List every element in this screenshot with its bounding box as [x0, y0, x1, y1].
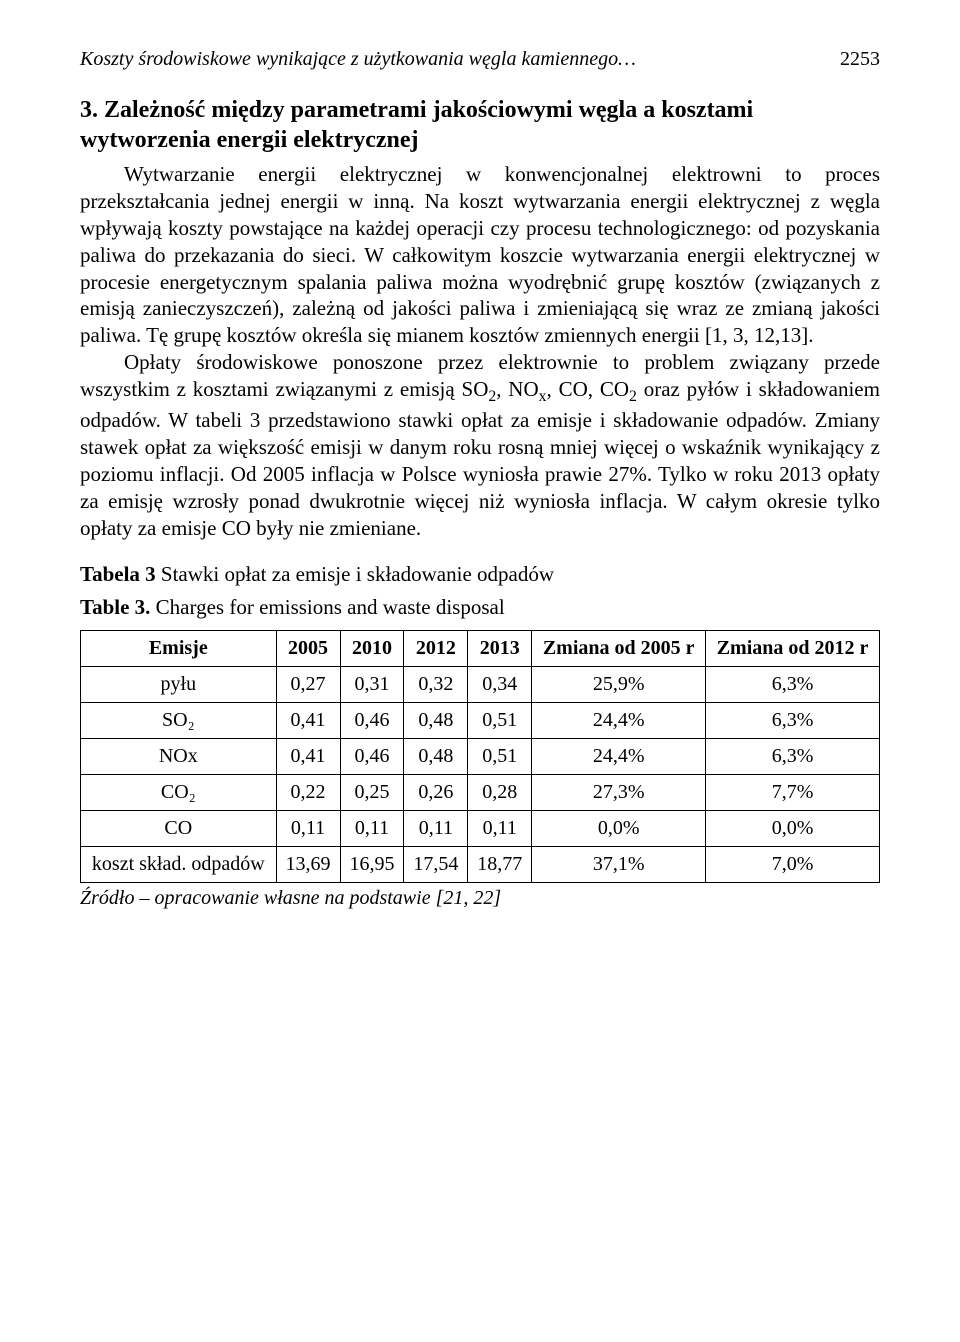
- col-zmiana-2012: Zmiana od 2012 r: [706, 630, 880, 666]
- cell: 13,69: [276, 846, 340, 882]
- col-2005: 2005: [276, 630, 340, 666]
- cell: 0,11: [404, 810, 468, 846]
- col-emisje: Emisje: [81, 630, 277, 666]
- col-2010: 2010: [340, 630, 404, 666]
- col-zmiana-2005: Zmiana od 2005 r: [532, 630, 706, 666]
- table-row: NOx 0,41 0,46 0,48 0,51 24,4% 6,3%: [81, 738, 880, 774]
- cell: 0,31: [340, 666, 404, 702]
- paragraph-1: Wytwarzanie energii elektrycznej w konwe…: [80, 161, 880, 349]
- row-label: CO₂: [81, 774, 277, 810]
- cell: 0,22: [276, 774, 340, 810]
- section-heading: 3. Zależność między parametrami jakościo…: [80, 95, 880, 155]
- cell: 6,3%: [706, 666, 880, 702]
- subscript-2b: 2: [629, 388, 637, 405]
- page-number: 2253: [840, 48, 880, 71]
- table-header-row: Emisje 2005 2010 2012 2013 Zmiana od 200…: [81, 630, 880, 666]
- table-caption-en-rest: Charges for emissions and waste disposal: [150, 595, 504, 619]
- cell: 0,0%: [706, 810, 880, 846]
- subscript-x: x: [539, 388, 547, 405]
- cell: 0,51: [468, 738, 532, 774]
- row-label: CO: [81, 810, 277, 846]
- cell: 0,48: [404, 738, 468, 774]
- p2-part-c: , CO, CO: [547, 377, 630, 401]
- cell: 27,3%: [532, 774, 706, 810]
- col-2013: 2013: [468, 630, 532, 666]
- cell: 7,7%: [706, 774, 880, 810]
- cell: 37,1%: [532, 846, 706, 882]
- cell: 0,28: [468, 774, 532, 810]
- cell: 0,48: [404, 702, 468, 738]
- cell: 6,3%: [706, 702, 880, 738]
- table-row: pyłu 0,27 0,31 0,32 0,34 25,9% 6,3%: [81, 666, 880, 702]
- table-row: SO₂ 0,41 0,46 0,48 0,51 24,4% 6,3%: [81, 702, 880, 738]
- table-row: CO₂ 0,22 0,25 0,26 0,28 27,3% 7,7%: [81, 774, 880, 810]
- cell: 0,11: [276, 810, 340, 846]
- table-source: Źródło – opracowanie własne na podstawie…: [80, 887, 880, 910]
- cell: 0,41: [276, 702, 340, 738]
- cell: 25,9%: [532, 666, 706, 702]
- table-caption-en: Table 3. Charges for emissions and waste…: [80, 595, 880, 620]
- row-label: NOx: [81, 738, 277, 774]
- cell: 0,26: [404, 774, 468, 810]
- table-caption-pl-bold: Tabela 3: [80, 562, 156, 586]
- cell: 0,46: [340, 738, 404, 774]
- cell: 0,32: [404, 666, 468, 702]
- cell: 6,3%: [706, 738, 880, 774]
- table-caption-en-bold: Table 3.: [80, 595, 150, 619]
- table-body: pyłu 0,27 0,31 0,32 0,34 25,9% 6,3% SO₂ …: [81, 666, 880, 882]
- table-caption-pl-rest: Stawki opłat za emisje i składowanie odp…: [156, 562, 554, 586]
- cell: 0,0%: [532, 810, 706, 846]
- cell: 0,27: [276, 666, 340, 702]
- emissions-charges-table: Emisje 2005 2010 2012 2013 Zmiana od 200…: [80, 630, 880, 883]
- body-text: Wytwarzanie energii elektrycznej w konwe…: [80, 161, 880, 542]
- cell: 0,25: [340, 774, 404, 810]
- cell: 17,54: [404, 846, 468, 882]
- cell: 0,51: [468, 702, 532, 738]
- cell: 24,4%: [532, 702, 706, 738]
- cell: 0,46: [340, 702, 404, 738]
- cell: 0,11: [468, 810, 532, 846]
- table-row: CO 0,11 0,11 0,11 0,11 0,0% 0,0%: [81, 810, 880, 846]
- row-label: SO₂: [81, 702, 277, 738]
- cell: 24,4%: [532, 738, 706, 774]
- cell: 18,77: [468, 846, 532, 882]
- running-header: Koszty środowiskowe wynikające z użytkow…: [80, 48, 880, 71]
- cell: 0,11: [340, 810, 404, 846]
- cell: 0,41: [276, 738, 340, 774]
- cell: 0,34: [468, 666, 532, 702]
- cell: 16,95: [340, 846, 404, 882]
- row-label: pyłu: [81, 666, 277, 702]
- paragraph-2: Opłaty środowiskowe ponoszone przez elek…: [80, 349, 880, 542]
- col-2012: 2012: [404, 630, 468, 666]
- p2-part-b: , NO: [496, 377, 538, 401]
- running-title: Koszty środowiskowe wynikające z użytkow…: [80, 48, 636, 71]
- table-caption-pl: Tabela 3 Stawki opłat za emisje i składo…: [80, 562, 880, 587]
- table-row: koszt skład. odpadów 13,69 16,95 17,54 1…: [81, 846, 880, 882]
- row-label: koszt skład. odpadów: [81, 846, 277, 882]
- p2-part-d: oraz pyłów i składowaniem odpadów. W tab…: [80, 377, 880, 540]
- cell: 7,0%: [706, 846, 880, 882]
